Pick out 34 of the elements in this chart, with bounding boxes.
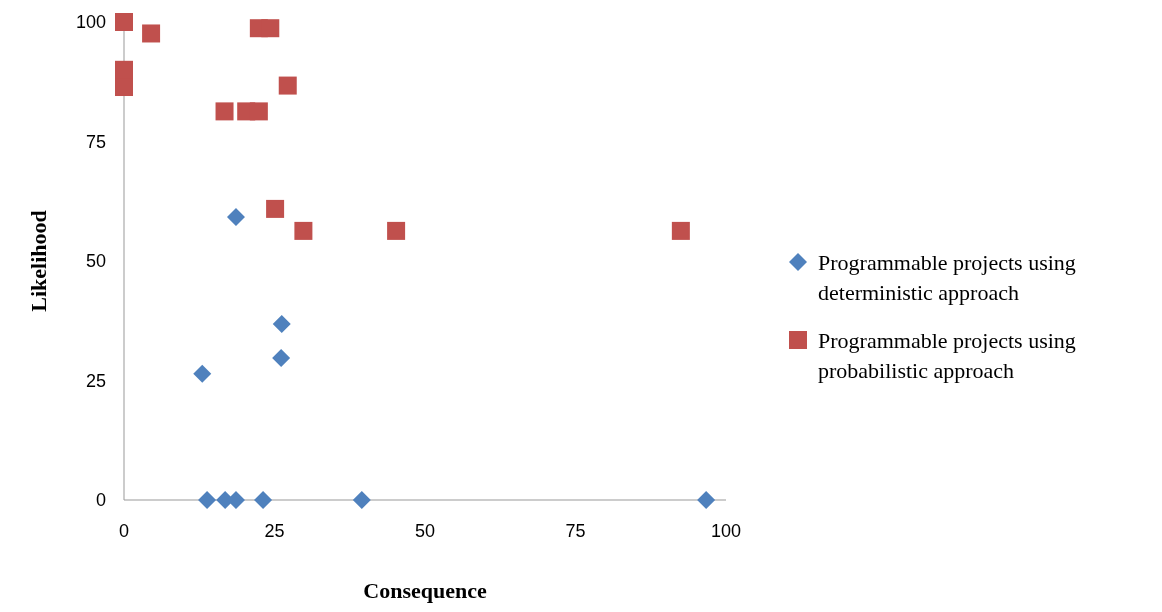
point: [266, 199, 285, 218]
legend-label: Programmable projects using probabilistic approach: [818, 327, 1077, 385]
y-tick-label: 100: [75, 12, 106, 33]
x-tick-label: 100: [710, 520, 742, 541]
point: [198, 491, 217, 509]
point: [115, 60, 133, 79]
y-tick-label: 50: [85, 251, 106, 272]
point: [261, 19, 280, 38]
point: [272, 349, 291, 368]
y-axis-title: Likelihood: [25, 210, 51, 312]
point: [254, 491, 273, 509]
point: [115, 13, 133, 31]
point: [387, 221, 406, 240]
point: [278, 76, 297, 95]
point: [249, 102, 268, 121]
y-tick-label: 75: [85, 131, 106, 152]
point: [272, 315, 291, 334]
point: [671, 221, 690, 240]
x-tick-label: 25: [264, 520, 285, 541]
point: [193, 364, 212, 383]
point: [142, 24, 161, 43]
x-axis-title: Consequence: [363, 578, 487, 603]
point: [115, 78, 133, 97]
x-tick-label: 0: [118, 520, 130, 541]
legend-label: Programmable projects using deterministic approach: [818, 249, 1077, 307]
point: [226, 208, 245, 227]
point: [294, 221, 313, 240]
point: [697, 491, 716, 509]
x-tick-label: 50: [414, 520, 436, 541]
point: [352, 491, 371, 509]
x-tick-label: 75: [565, 520, 586, 541]
y-tick-label: 0: [95, 490, 106, 511]
y-tick-label: 25: [85, 370, 106, 391]
point: [215, 102, 234, 121]
